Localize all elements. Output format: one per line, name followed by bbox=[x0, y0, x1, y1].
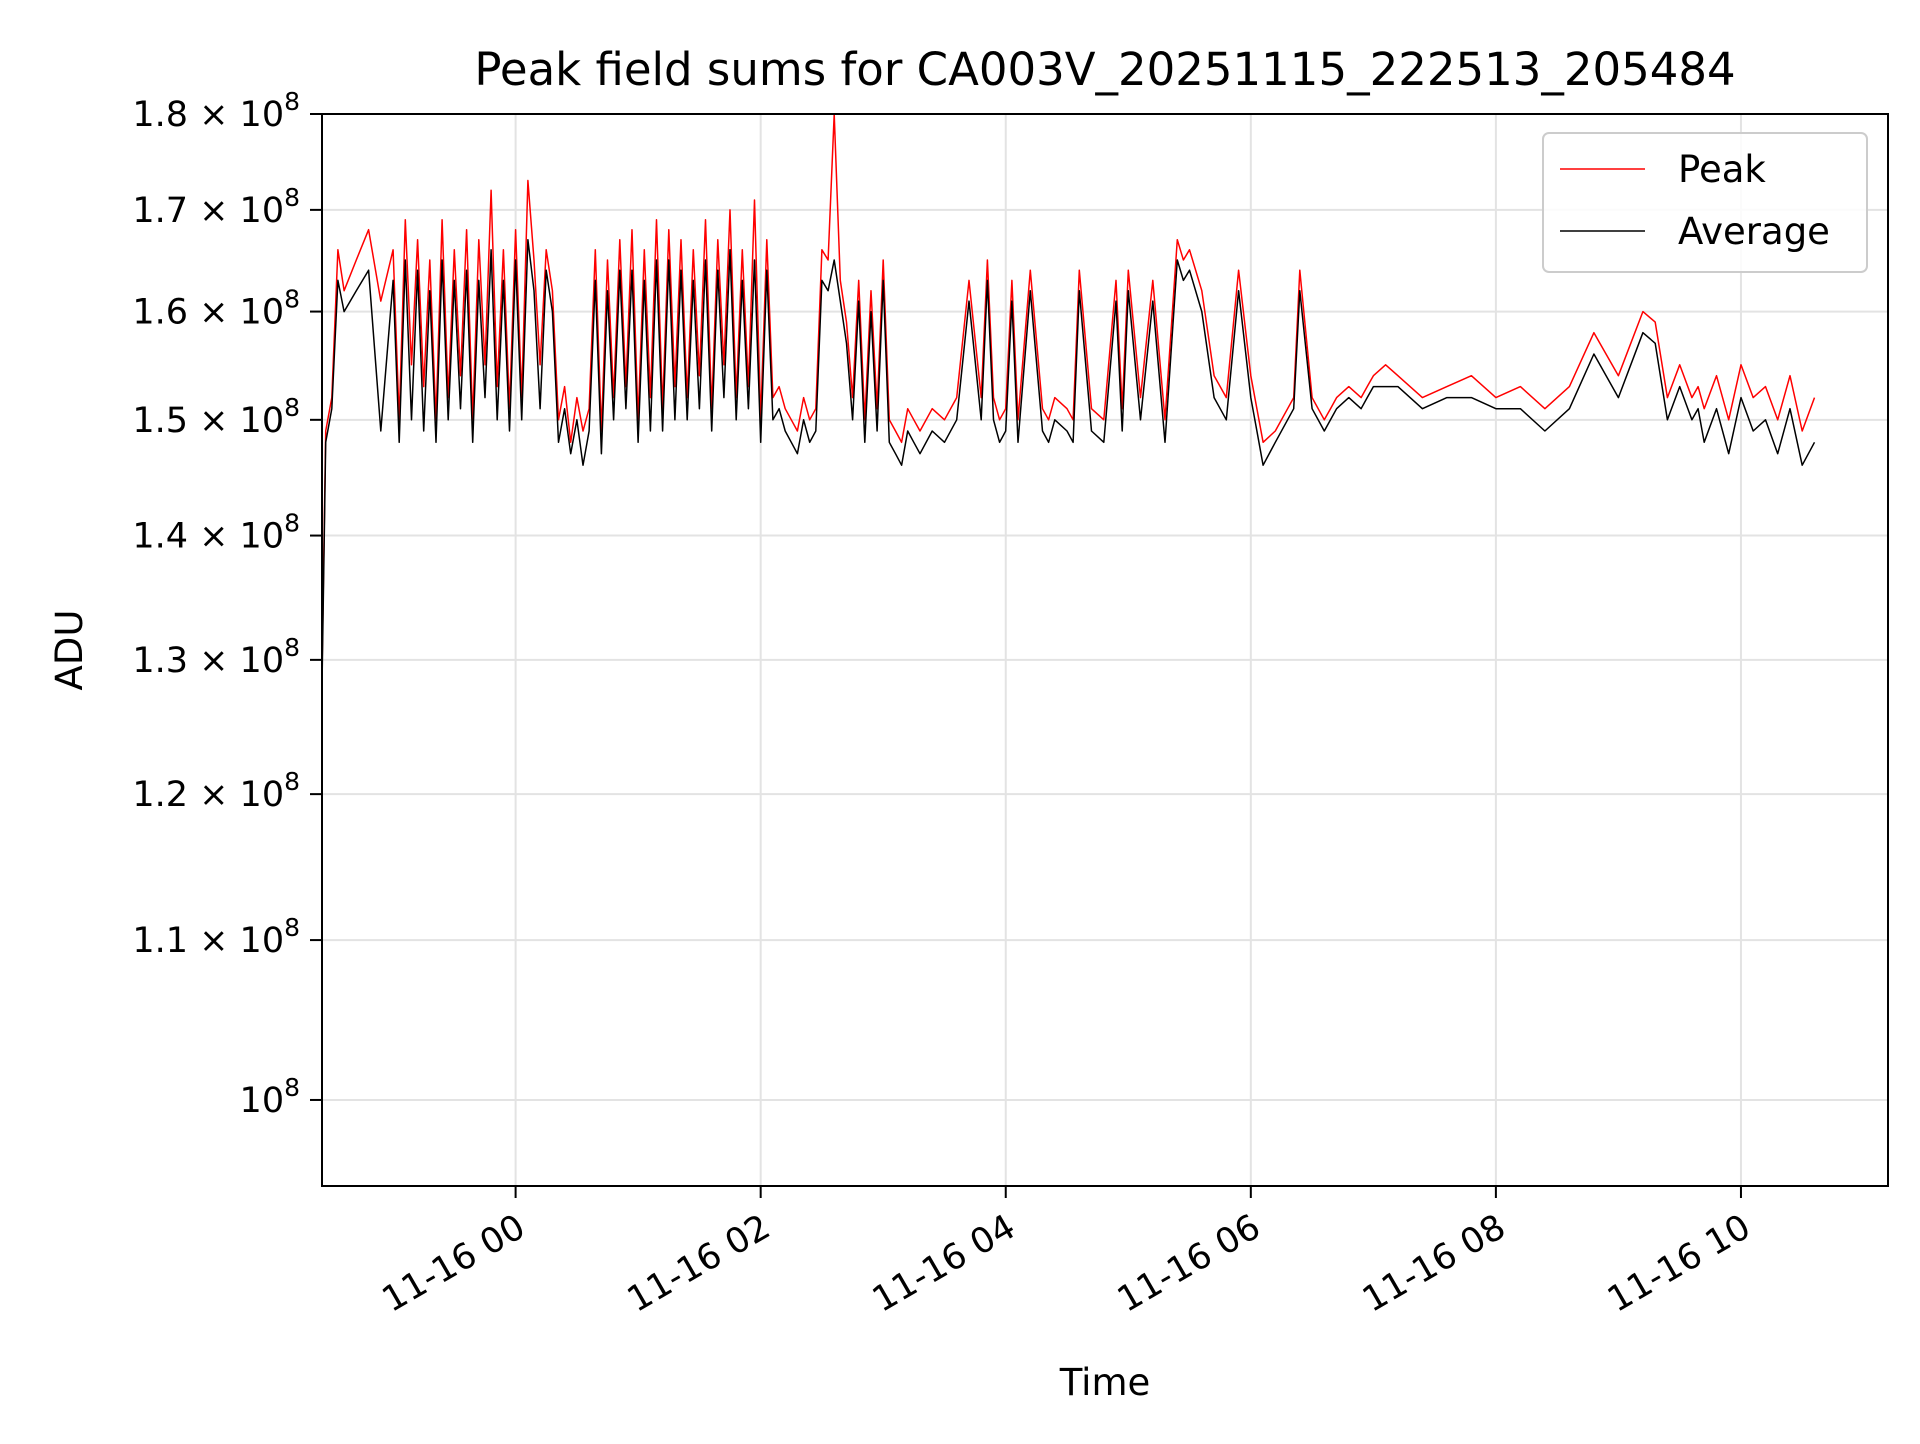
y-tick-mantissa: 1.7 × 10 bbox=[132, 191, 284, 231]
y-tick-mantissa: 1.3 × 10 bbox=[132, 641, 284, 681]
y-tick-exponent: 8 bbox=[284, 633, 300, 662]
y-tick-mantissa: 1.5 × 10 bbox=[132, 401, 284, 441]
legend-peak-label: Peak bbox=[1678, 148, 1766, 191]
y-tick-label: 108 bbox=[240, 1073, 300, 1121]
y-tick-exponent: 8 bbox=[284, 913, 300, 942]
y-tick-exponent: 8 bbox=[284, 285, 300, 314]
y-tick-label: 1.8 × 108 bbox=[132, 87, 300, 135]
y-tick-mantissa: 10 bbox=[240, 1081, 285, 1121]
y-tick-exponent: 8 bbox=[284, 509, 300, 538]
legend: Peak Average bbox=[1542, 132, 1868, 273]
y-tick-mantissa: 1.8 × 10 bbox=[132, 95, 284, 135]
y-tick-mantissa: 1.1 × 10 bbox=[132, 921, 284, 961]
chart-title: Peak field sums for CA003V_20251115_2225… bbox=[474, 43, 1735, 96]
y-tick-label: 1.4 × 108 bbox=[132, 509, 300, 557]
y-tick-exponent: 8 bbox=[284, 87, 300, 116]
series-line-peak bbox=[321, 113, 1816, 673]
y-tick-label: 1.1 × 108 bbox=[132, 913, 300, 961]
y-tick-mantissa: 1.4 × 10 bbox=[132, 517, 284, 557]
y-tick-exponent: 8 bbox=[284, 393, 300, 422]
y-tick-exponent: 8 bbox=[284, 183, 300, 212]
plot-frame bbox=[321, 113, 1889, 1187]
legend-average-label: Average bbox=[1678, 210, 1830, 253]
y-tick-label: 1.2 × 108 bbox=[132, 767, 300, 815]
y-tick-label: 1.5 × 108 bbox=[132, 393, 300, 441]
y-tick-mantissa: 1.2 × 10 bbox=[132, 775, 284, 815]
y-tick-mantissa: 1.6 × 10 bbox=[132, 293, 284, 333]
series-lines bbox=[321, 113, 1816, 686]
legend-box bbox=[1542, 132, 1868, 273]
y-tick-label: 1.3 × 108 bbox=[132, 633, 300, 681]
y-tick-exponent: 8 bbox=[284, 1073, 300, 1102]
x-axis-label: Time bbox=[1059, 1361, 1151, 1404]
y-tick-label: 1.7 × 108 bbox=[132, 183, 300, 231]
y-axis-label: ADU bbox=[48, 610, 91, 691]
y-tick-label: 1.6 × 108 bbox=[132, 285, 300, 333]
series-line-average bbox=[321, 238, 1816, 686]
y-tick-exponent: 8 bbox=[284, 767, 300, 796]
